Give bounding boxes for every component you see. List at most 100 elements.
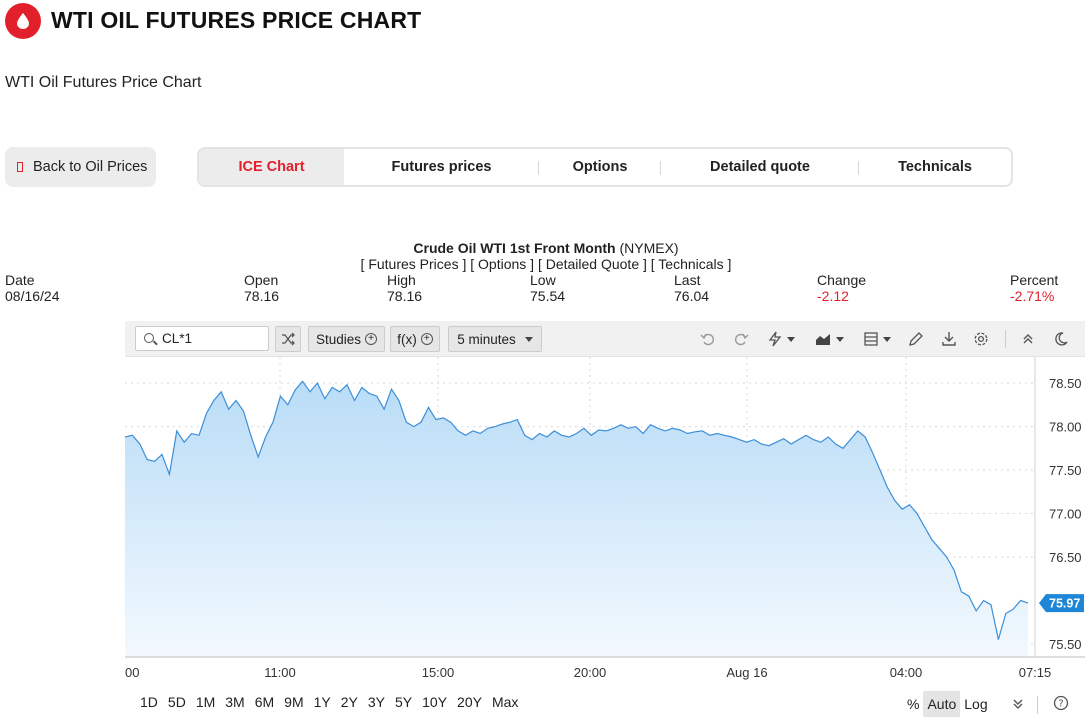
moon-icon[interactable] [1052, 330, 1070, 348]
back-button-label: Back to Oil Prices [33, 159, 148, 175]
tab-detailed-quote[interactable]: Detailed quote [661, 149, 859, 185]
range-1m-button[interactable]: 1M [195, 694, 216, 710]
range-1d-button[interactable]: 1D [140, 694, 158, 710]
pencil-icon[interactable] [907, 330, 925, 348]
shuffle-icon [282, 332, 295, 346]
tab-bar: ICE Chart Futures prices Options Detaile… [197, 147, 1013, 187]
studies-button[interactable]: Studies + [308, 326, 385, 352]
exchange-name: (NYMEX) [619, 240, 679, 256]
back-icon [17, 162, 23, 172]
tab-technicals[interactable]: Technicals [859, 149, 1011, 185]
y-tick-label: 78.50 [1049, 376, 1082, 391]
studies-label: Studies [315, 331, 362, 347]
quote-field-last: Last 76.04 [674, 272, 709, 304]
chevron-down-icon [524, 336, 533, 342]
tab-label: Detailed quote [710, 159, 810, 175]
tab-options[interactable]: Options [539, 149, 661, 185]
price-line [125, 380, 1029, 640]
field-label: Date [5, 272, 35, 288]
field-label: Last [674, 272, 701, 288]
price-area [125, 381, 1028, 657]
double-chevron-down-icon[interactable] [1009, 695, 1027, 713]
back-to-oil-prices-button[interactable]: Back to Oil Prices [5, 147, 156, 187]
field-label: Percent [1010, 272, 1059, 288]
add-circle-icon: + [420, 333, 433, 345]
x-tick-label: 07:15 [1019, 665, 1052, 680]
tab-label: Options [572, 159, 628, 175]
field-value: 75.54 [530, 288, 566, 304]
x-tick-label: 00 [125, 665, 139, 680]
range-3m-button[interactable]: 3M [225, 694, 245, 710]
lightning-icon[interactable] [764, 330, 798, 348]
field-value: 08/16/24 [5, 288, 60, 304]
tab-futures-prices[interactable]: Futures prices [344, 149, 539, 185]
range-9m-button[interactable]: 9M [284, 694, 304, 710]
y-tick-label: 77.50 [1049, 463, 1082, 478]
scale-percent-button[interactable]: % [907, 696, 920, 712]
x-tick-label: 15:00 [422, 665, 455, 680]
symbol-search-input[interactable]: CL*1 [135, 326, 269, 351]
add-circle-icon: + [365, 333, 378, 345]
fx-button[interactable]: f(x) + [390, 326, 440, 352]
field-label: Open [244, 272, 279, 288]
x-tick-label: 20:00 [574, 665, 607, 680]
interval-label: 5 minutes [457, 331, 516, 347]
range-3y-button[interactable]: 3Y [367, 694, 385, 710]
fx-label: f(x) [397, 331, 417, 347]
gear-icon[interactable] [972, 330, 990, 348]
y-tick-label: 78.00 [1049, 420, 1082, 435]
scale-selector: % Auto Log [903, 691, 992, 717]
undo-icon[interactable] [699, 330, 717, 348]
redo-icon[interactable] [732, 330, 750, 348]
area-chart-icon[interactable] [812, 330, 846, 348]
field-value: 78.16 [244, 288, 280, 304]
help-icon[interactable]: ? [1052, 694, 1070, 712]
last-price-label: 75.97 [1049, 597, 1080, 611]
last-price-tag [1039, 594, 1084, 613]
toolbar-divider [1005, 330, 1006, 348]
quote-field-date: Date 08/16/24 [5, 272, 60, 304]
range-10y-button[interactable]: 10Y [422, 694, 448, 710]
range-6m-button[interactable]: 6M [254, 694, 275, 710]
page-subtitle: WTI Oil Futures Price Chart [5, 74, 202, 91]
quote-field-high: High 78.16 [387, 272, 422, 304]
field-label: Change [817, 272, 867, 288]
interval-select[interactable]: 5 minutes [448, 326, 542, 352]
tab-label: Futures prices [391, 159, 492, 175]
y-tick-label: 76.50 [1049, 550, 1082, 565]
quote-links[interactable]: [ Futures Prices ] [ Options ] [ Detaile… [360, 256, 732, 272]
range-max-button[interactable]: Max [491, 694, 519, 710]
range-20y-button[interactable]: 20Y [457, 694, 482, 710]
toolbar-divider [1037, 696, 1038, 714]
range-5y-button[interactable]: 5Y [395, 694, 413, 710]
y-tick-label: 75.50 [1049, 637, 1082, 652]
quote-heading: Crude Oil WTI 1st Front Month (NYMEX) [0, 240, 1092, 256]
quote-field-low: Low 75.54 [530, 272, 565, 304]
field-label: High [387, 272, 416, 288]
table-icon[interactable] [860, 330, 894, 348]
collapse-icon[interactable] [1019, 330, 1037, 348]
tab-ice-chart[interactable]: ICE Chart [199, 149, 344, 185]
x-tick-label: 04:00 [890, 665, 923, 680]
scale-auto-button[interactable]: Auto [923, 691, 961, 717]
range-1y-button[interactable]: 1Y [313, 694, 331, 710]
scale-log-button[interactable]: Log [964, 696, 988, 712]
field-label: Low [530, 272, 556, 288]
range-2y-button[interactable]: 2Y [340, 694, 358, 710]
range-5d-button[interactable]: 5D [167, 694, 186, 710]
price-chart[interactable]: 78.50 78.00 77.50 77.00 76.50 75.50 75.97 00 11:… [125, 357, 1092, 687]
tab-label: Technicals [898, 159, 972, 175]
search-icon [144, 333, 154, 343]
page-title: WTI OIL FUTURES PRICE CHART [51, 7, 422, 33]
field-value: -2.71% [1010, 288, 1055, 304]
field-value: -2.12 [817, 288, 849, 304]
field-value: 78.16 [387, 288, 423, 304]
svg-text:?: ? [1058, 699, 1063, 710]
quote-field-change: Change -2.12 [817, 272, 866, 304]
compare-button[interactable] [275, 326, 301, 352]
download-icon[interactable] [940, 330, 958, 348]
quote-field-open: Open 78.16 [244, 272, 279, 304]
range-selector: 1D 5D 1M 3M 6M 9M 1Y 2Y 3Y 5Y 10Y 20Y Max [140, 694, 528, 710]
instrument-name: Crude Oil WTI 1st Front Month [413, 240, 616, 256]
